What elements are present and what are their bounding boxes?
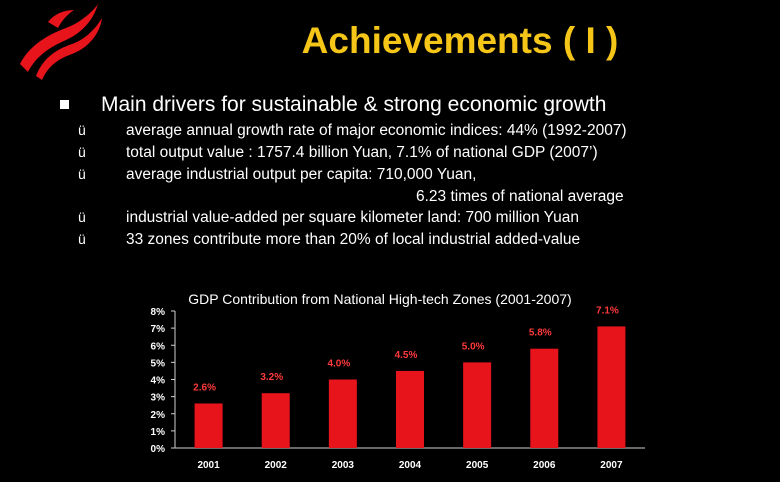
y-tick-label: 7% bbox=[151, 324, 166, 335]
bar-2005 bbox=[463, 362, 492, 448]
sub-bullet: ü average industrial output per capita: 7… bbox=[78, 166, 476, 184]
data-label: 5.0% bbox=[462, 341, 485, 352]
bar-2001 bbox=[194, 403, 223, 448]
bar-2002 bbox=[261, 393, 290, 448]
x-tick-label: 2006 bbox=[533, 460, 556, 471]
sub-bullet-text: industrial value-added per square kilome… bbox=[126, 209, 579, 226]
sub-bullet-text: total output value : 1757.4 billion Yuan… bbox=[126, 144, 598, 161]
sub-bullet-text: average annual growth rate of major econ… bbox=[126, 122, 627, 139]
y-tick-label: 6% bbox=[151, 341, 166, 352]
y-tick-label: 0% bbox=[151, 444, 166, 455]
data-label: 5.8% bbox=[529, 328, 552, 339]
x-tick-label: 2001 bbox=[197, 460, 220, 471]
x-tick-label: 2004 bbox=[399, 460, 422, 471]
x-tick-label: 2002 bbox=[265, 460, 288, 471]
bar-2007 bbox=[597, 326, 626, 448]
main-bullet-text: Main drivers for sustainable & strong ec… bbox=[101, 93, 607, 116]
bar-2004 bbox=[396, 370, 424, 448]
y-tick-label: 5% bbox=[151, 358, 166, 369]
chart-title: GDP Contribution from National High-tech… bbox=[188, 291, 571, 307]
bar-2003 bbox=[328, 379, 357, 448]
x-tick-label: 2007 bbox=[600, 460, 623, 471]
square-bullet-icon bbox=[60, 100, 69, 109]
y-tick-label: 1% bbox=[151, 427, 166, 438]
data-label: 7.1% bbox=[596, 305, 619, 316]
checkmark-icon: ü bbox=[78, 231, 86, 247]
sub-bullet: ü average annual growth rate of major eco… bbox=[78, 122, 627, 140]
sub-bullet-continuation: 6.23 times of national average bbox=[416, 188, 624, 206]
sub-bullet-text: 6.23 times of national average bbox=[416, 188, 624, 205]
data-label: 4.5% bbox=[395, 350, 418, 361]
sub-bullet-text: 33 zones contribute more than 20% of loc… bbox=[126, 231, 581, 248]
sub-bullet: ü industrial value-added per square kilom… bbox=[78, 209, 579, 227]
y-tick-label: 8% bbox=[151, 307, 166, 318]
sub-bullet-text: average industrial output per capita: 71… bbox=[126, 166, 477, 183]
red-ribbon-logo-icon bbox=[20, 4, 102, 80]
y-tick-label: 2% bbox=[151, 410, 166, 421]
x-tick-label: 2003 bbox=[332, 460, 355, 471]
slide-title: Achievements ( I ) bbox=[301, 20, 619, 61]
bar-2006 bbox=[530, 348, 559, 448]
checkmark-icon: ü bbox=[78, 122, 86, 138]
sub-bullet: ü 33 zones contribute more than 20% of lo… bbox=[78, 231, 580, 249]
data-label: 4.0% bbox=[327, 359, 350, 370]
checkmark-icon: ü bbox=[78, 166, 86, 182]
y-tick-label: 4% bbox=[151, 376, 166, 387]
data-label: 2.6% bbox=[193, 382, 216, 393]
checkmark-icon: ü bbox=[78, 144, 86, 160]
checkmark-icon: ü bbox=[78, 209, 86, 225]
x-tick-label: 2005 bbox=[466, 460, 489, 471]
y-tick-label: 3% bbox=[151, 393, 166, 404]
gdp-contribution-bar-chart: GDP Contribution from National High-tech… bbox=[151, 291, 645, 471]
data-label: 3.2% bbox=[260, 372, 283, 383]
sub-bullet: ü total output value : 1757.4 billion Yua… bbox=[78, 144, 598, 162]
